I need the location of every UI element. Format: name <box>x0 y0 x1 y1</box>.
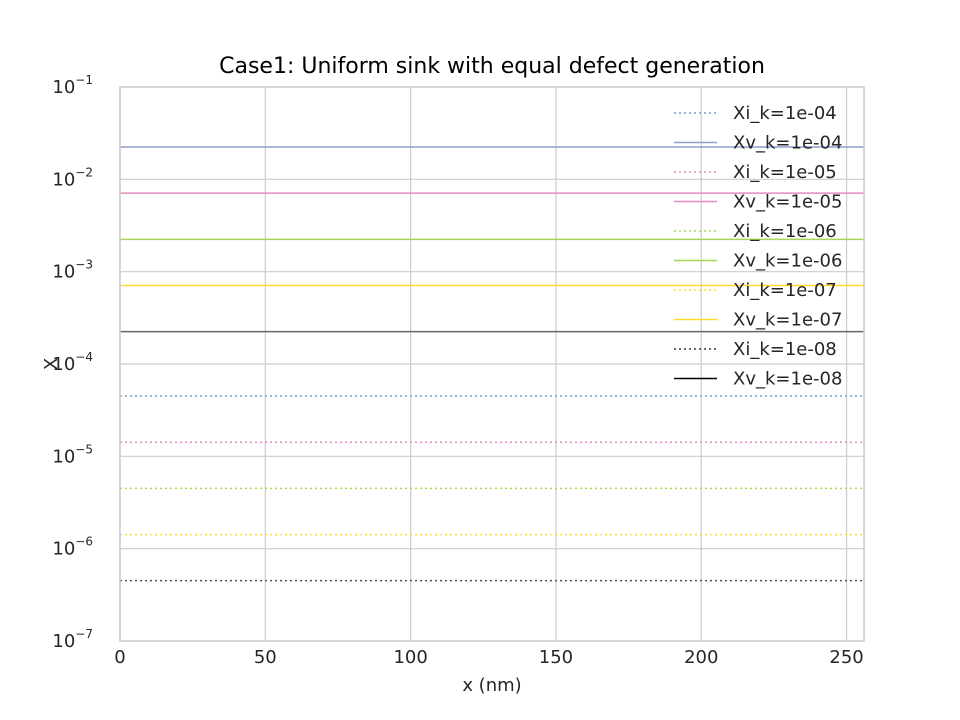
y-tick-label: 10−2 <box>52 165 93 190</box>
y-tick-label: 10−4 <box>52 350 93 375</box>
y-tick-label: 10−6 <box>52 535 93 560</box>
y-tick-label: 10−3 <box>52 258 93 283</box>
y-axis-label: X <box>41 358 62 370</box>
y-tick-label: 10−7 <box>52 627 93 652</box>
legend-label: Xv_k=1e-06 <box>733 251 842 272</box>
y-tick-label: 10−5 <box>52 442 93 467</box>
plot-frame <box>119 86 865 642</box>
grid <box>119 86 864 642</box>
x-tick-label: 100 <box>393 647 427 668</box>
legend-label: Xv_k=1e-07 <box>733 310 842 331</box>
legend-label: Xi_k=1e-07 <box>733 280 837 301</box>
legend-label: Xi_k=1e-05 <box>733 162 837 183</box>
legend-label: Xi_k=1e-04 <box>733 103 837 124</box>
legend: Xi_k=1e-04 Xv_k=1e-04 Xi_k=1e-05 Xv_k=1e-05… <box>674 103 842 390</box>
x-tick-label: 50 <box>254 647 277 668</box>
x-axis-ticks: 0 50 100 150 200 250 <box>114 647 863 668</box>
legend-label: Xv_k=1e-05 <box>733 192 842 213</box>
legend-label: Xi_k=1e-08 <box>733 339 837 360</box>
x-axis-label: x (nm) <box>462 675 521 696</box>
chart-title: Case1: Uniform sink with equal defect ge… <box>219 54 765 79</box>
y-axis-ticks: 10−1 10−2 10−3 10−4 10−5 10−6 10−7 <box>52 73 93 652</box>
x-tick-label: 250 <box>829 647 863 668</box>
x-tick-label: 200 <box>684 647 718 668</box>
legend-label: Xi_k=1e-06 <box>733 221 837 242</box>
legend-label: Xv_k=1e-08 <box>733 369 842 390</box>
x-tick-label: 150 <box>539 647 573 668</box>
x-tick-label: 0 <box>114 647 125 668</box>
series-layer <box>120 146 864 582</box>
legend-label: Xv_k=1e-04 <box>733 133 842 154</box>
y-tick-label: 10−1 <box>52 73 93 98</box>
